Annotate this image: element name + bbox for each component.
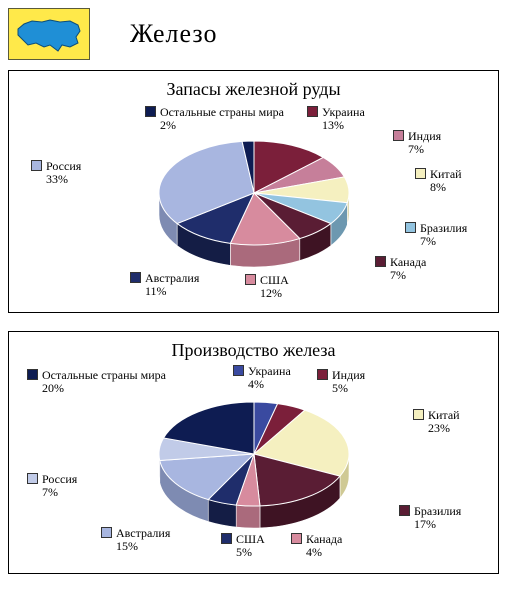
- legend-label: Канада: [306, 532, 342, 546]
- legend-item: Бразилия17%: [399, 505, 461, 531]
- legend-label: Украина: [322, 105, 365, 119]
- legend-label: Австралия: [145, 271, 199, 285]
- legend-item: Китай23%: [413, 409, 460, 435]
- legend-percent: 33%: [46, 173, 81, 186]
- legend-item: США12%: [245, 274, 289, 300]
- legend-percent: 5%: [332, 382, 365, 395]
- legend-label: Украина: [248, 364, 291, 378]
- legend-percent: 4%: [306, 546, 342, 559]
- legend-label: Индия: [408, 129, 441, 143]
- legend-swatch: [415, 168, 426, 179]
- legend-label: Индия: [332, 368, 365, 382]
- legend-percent: 13%: [322, 119, 365, 132]
- legend-item: Украина13%: [307, 106, 365, 132]
- ukraine-map-icon: [8, 8, 90, 60]
- legend-swatch: [317, 369, 328, 380]
- legend-swatch: [245, 274, 256, 285]
- legend-percent: 11%: [145, 285, 199, 298]
- page-header: Железо: [8, 8, 499, 60]
- legend-item: Россия33%: [31, 160, 81, 186]
- legend-label: Китай: [430, 167, 462, 181]
- chart-reserves-area: Остальные страны мира2%Украина13%Индия7%…: [15, 104, 492, 304]
- legend-item: Индия7%: [393, 130, 441, 156]
- legend-swatch: [399, 505, 410, 516]
- legend-label: США: [260, 273, 289, 287]
- legend-percent: 23%: [428, 422, 460, 435]
- legend-label: Бразилия: [420, 221, 467, 235]
- legend-swatch: [145, 106, 156, 117]
- legend-swatch: [393, 130, 404, 141]
- legend-item: США5%: [221, 533, 265, 559]
- legend-label: Россия: [42, 472, 77, 486]
- chart-reserves: Запасы железной руды Остальные страны ми…: [8, 70, 499, 313]
- legend-percent: 20%: [42, 382, 166, 395]
- legend-percent: 7%: [420, 235, 467, 248]
- legend-swatch: [221, 533, 232, 544]
- chart-production-pie: [155, 398, 353, 532]
- legend-item: Россия7%: [27, 473, 77, 499]
- legend-label: Остальные страны мира: [160, 105, 284, 119]
- legend-percent: 7%: [408, 143, 441, 156]
- legend-swatch: [375, 256, 386, 267]
- legend-label: Бразилия: [414, 504, 461, 518]
- legend-percent: 2%: [160, 119, 284, 132]
- page-title: Железо: [130, 19, 217, 49]
- legend-item: Австралия11%: [130, 272, 199, 298]
- legend-swatch: [27, 473, 38, 484]
- legend-item: Остальные страны мира2%: [145, 106, 284, 132]
- legend-swatch: [31, 160, 42, 171]
- legend-item: Остальные страны мира20%: [27, 369, 166, 395]
- legend-percent: 17%: [414, 518, 461, 531]
- legend-swatch: [27, 369, 38, 380]
- legend-label: Австралия: [116, 526, 170, 540]
- legend-percent: 15%: [116, 540, 170, 553]
- legend-item: Индия5%: [317, 369, 365, 395]
- legend-swatch: [307, 106, 318, 117]
- legend-swatch: [413, 409, 424, 420]
- chart-reserves-pie: [155, 137, 353, 271]
- legend-percent: 4%: [248, 378, 291, 391]
- legend-percent: 7%: [42, 486, 77, 499]
- legend-item: Австралия15%: [101, 527, 170, 553]
- legend-label: Китай: [428, 408, 460, 422]
- chart-reserves-title: Запасы железной руды: [15, 79, 492, 100]
- legend-item: Китай8%: [415, 168, 462, 194]
- chart-production-area: Остальные страны мира20%Украина4%Индия5%…: [15, 365, 492, 565]
- legend-swatch: [233, 365, 244, 376]
- legend-swatch: [130, 272, 141, 283]
- legend-swatch: [291, 533, 302, 544]
- legend-item: Бразилия7%: [405, 222, 467, 248]
- legend-percent: 7%: [390, 269, 426, 282]
- legend-label: Россия: [46, 159, 81, 173]
- legend-label: Канада: [390, 255, 426, 269]
- legend-item: Канада7%: [375, 256, 426, 282]
- legend-percent: 5%: [236, 546, 265, 559]
- legend-swatch: [405, 222, 416, 233]
- legend-item: Украина4%: [233, 365, 291, 391]
- chart-production: Производство железа Остальные страны мир…: [8, 331, 499, 574]
- legend-label: Остальные страны мира: [42, 368, 166, 382]
- chart-production-title: Производство железа: [15, 340, 492, 361]
- legend-swatch: [101, 527, 112, 538]
- legend-label: США: [236, 532, 265, 546]
- legend-item: Канада4%: [291, 533, 342, 559]
- legend-percent: 8%: [430, 181, 462, 194]
- legend-percent: 12%: [260, 287, 289, 300]
